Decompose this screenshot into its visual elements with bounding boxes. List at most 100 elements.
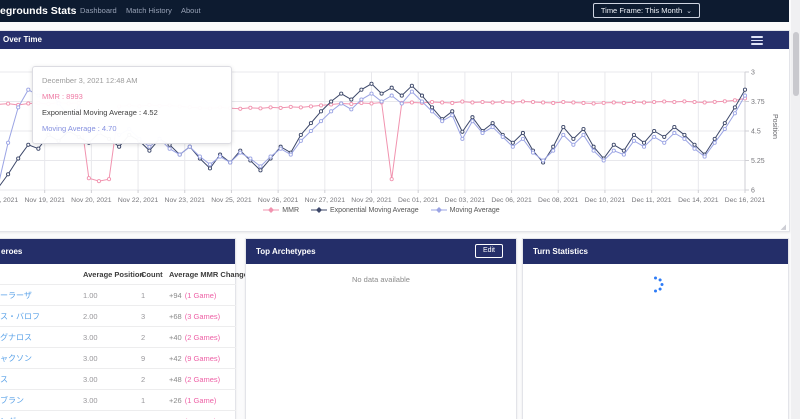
time-frame-label: Time Frame: This Month [600, 6, 683, 15]
hero-link[interactable]: グナロス [0, 332, 32, 342]
tooltip-date: December 3, 2021 12:48 AM [42, 76, 138, 85]
hero-average-position: 3.00 [80, 347, 138, 369]
mmr-over-time-chart[interactable]: 3 3.75 4.5 5.25 6 Nov 17, 2021 Nov 19, 2021 Nov… [0, 50, 790, 232]
heroes-card-header: eroes [0, 239, 235, 264]
x-axis-tick: Nov 29, 2021 [351, 197, 392, 204]
top-archetypes-title: Top Archetypes [256, 247, 316, 256]
heroes-card: eroes Average Position Count Average MMR… [0, 238, 248, 419]
hero-table-row: ャクソン 3.00 9 +42 (9 Games) [0, 347, 236, 369]
x-axis-tick: Nov 17, 2021 [0, 197, 18, 204]
right-axis-tick: 3 [751, 70, 755, 77]
right-axis-tick: 6 [751, 188, 755, 195]
right-axis-tick: 5.25 [751, 158, 765, 165]
scrollbar-thumb[interactable] [792, 32, 799, 96]
col-average-position: Average Position [83, 270, 144, 279]
hero-table-row: ーラーザ 1.00 1 +94 (1 Game) [0, 284, 236, 306]
time-frame-dropdown[interactable]: Time Frame: This Month ⌄ [592, 3, 700, 18]
hero-mmr-change: +94 (1 Game) [166, 284, 236, 306]
hero-mmr-change: +40(1 Game) [166, 410, 236, 419]
page-scrollbar[interactable] [791, 0, 800, 419]
hero-count: 1 [138, 410, 166, 419]
tooltip-mmr: MMR : 8993 [42, 92, 83, 101]
legend-marker-icon [311, 207, 328, 213]
chevron-down-icon: ⌄ [686, 8, 692, 15]
hero-link[interactable]: ス・バロフ [0, 311, 40, 321]
top-archetypes-card: Top Archetypes Edit No data available [245, 238, 517, 419]
hero-count: 1 [138, 284, 166, 306]
chart-title: Over Time [3, 35, 42, 44]
x-axis-tick: Nov 23, 2021 [165, 197, 206, 204]
x-axis-tick: Nov 19, 2021 [24, 197, 65, 204]
heroes-table-header-row: Average Position Count Average MMR Chang… [0, 264, 248, 285]
legend-item-moving-average[interactable]: Moving Average [430, 206, 500, 214]
right-axis-label: Position [771, 114, 778, 139]
hero-average-position: 3.00 [80, 326, 138, 348]
hero-link[interactable]: ブラン [0, 395, 24, 405]
hero-count: 9 [138, 347, 166, 369]
hero-mmr-change: +40 (2 Games) [166, 326, 236, 348]
right-axis-tick: 3.75 [751, 99, 765, 106]
hero-average-position: 1.00 [80, 284, 138, 306]
hero-games-count: (2 Games) [184, 332, 221, 342]
x-axis-tick: Dec 14, 2021 [678, 197, 719, 204]
resize-grip-icon[interactable]: ◢ [780, 224, 786, 231]
hero-count: 1 [138, 389, 166, 411]
hero-games-count: (1 Game) [184, 290, 217, 300]
turn-statistics-header: Turn Statistics [523, 239, 788, 264]
legend-label: MMR [282, 206, 300, 214]
hero-link[interactable]: ャクソン [0, 353, 32, 363]
hero-table-row: グナロス 3.00 2 +40 (2 Games) [0, 326, 236, 348]
legend-item-exponential-moving-average[interactable]: Exponential Moving Average [311, 206, 419, 214]
nav-item-about[interactable]: About [181, 6, 201, 15]
x-axis-tick: Nov 20, 2021 [71, 197, 112, 204]
hero-average-position: 3.00 [80, 368, 138, 390]
hero-link[interactable]: ーラーザ [0, 290, 32, 300]
x-axis-tick: Dec 16, 2021 [725, 197, 766, 204]
x-axis-tick: Dec 10, 2021 [585, 197, 626, 204]
hero-games-count: (1 Game) [185, 417, 217, 419]
no-data-message: No data available [352, 275, 410, 284]
hamburger-menu-icon[interactable] [751, 36, 763, 45]
hero-mmr-change: +48 (2 Games) [166, 368, 236, 390]
heroes-card-title: eroes [1, 247, 23, 256]
hero-games-count: (2 Games) [184, 374, 221, 384]
x-axis-tick: Dec 03, 2021 [445, 197, 486, 204]
hero-mmr-change: +26 (1 Game) [166, 389, 236, 411]
chart-card-header: Over Time [0, 31, 789, 49]
loading-spinner [648, 276, 664, 292]
turn-statistics-title: Turn Statistics [533, 247, 588, 256]
col-hero [0, 264, 80, 285]
legend-label: Exponential Moving Average [330, 206, 419, 214]
hero-table-row: ス・バロフ 2.00 3 +68 (3 Games) [0, 305, 236, 327]
nav-item-match-history[interactable]: Match History [126, 6, 172, 15]
tooltip-ema: Exponential Moving Average : 4.52 [42, 108, 158, 117]
legend-marker-icon [430, 207, 447, 213]
x-axis-tick: Dec 01, 2021 [398, 197, 439, 204]
legend-item-mmr[interactable]: MMR [263, 206, 299, 214]
x-axis-tick: Dec 06, 2021 [491, 197, 532, 204]
hero-count: 2 [138, 326, 166, 348]
hero-table-row: ス 3.00 2 +48 (2 Games) [0, 368, 236, 390]
hero-count: 2 [138, 368, 166, 390]
hero-mmr-change: +68 (3 Games) [166, 305, 236, 327]
hero-games-count: (3 Games) [184, 311, 221, 321]
x-axis-tick: Dec 08, 2021 [538, 197, 579, 204]
x-axis-tick: Dec 11, 2021 [632, 197, 672, 204]
col-count: Count [141, 270, 163, 279]
nav-item-dashboard[interactable]: Dashboard [80, 6, 117, 15]
chart-legend: MMR Exponential Moving Average Moving Aver… [8, 206, 755, 214]
hero-games-count: (1 Game) [184, 395, 217, 405]
chart-tooltip: December 3, 2021 12:48 AM MMR : 8993 Exp… [32, 66, 232, 144]
edit-button[interactable]: Edit [474, 244, 503, 258]
hero-average-position: 3.00 [80, 410, 138, 419]
x-axis-tick: Nov 27, 2021 [305, 197, 346, 204]
hero-average-position: 2.00 [80, 305, 138, 327]
hero-link[interactable]: ス [0, 374, 8, 384]
right-axis-tick: 4.5 [751, 129, 761, 136]
hero-mmr-change: +42 (9 Games) [166, 347, 236, 369]
turn-statistics-card: Turn Statistics [522, 238, 789, 419]
hero-link[interactable]: ング [0, 416, 16, 419]
col-average-mmr-change: Average MMR Change [169, 270, 248, 279]
hero-count: 3 [138, 305, 166, 327]
